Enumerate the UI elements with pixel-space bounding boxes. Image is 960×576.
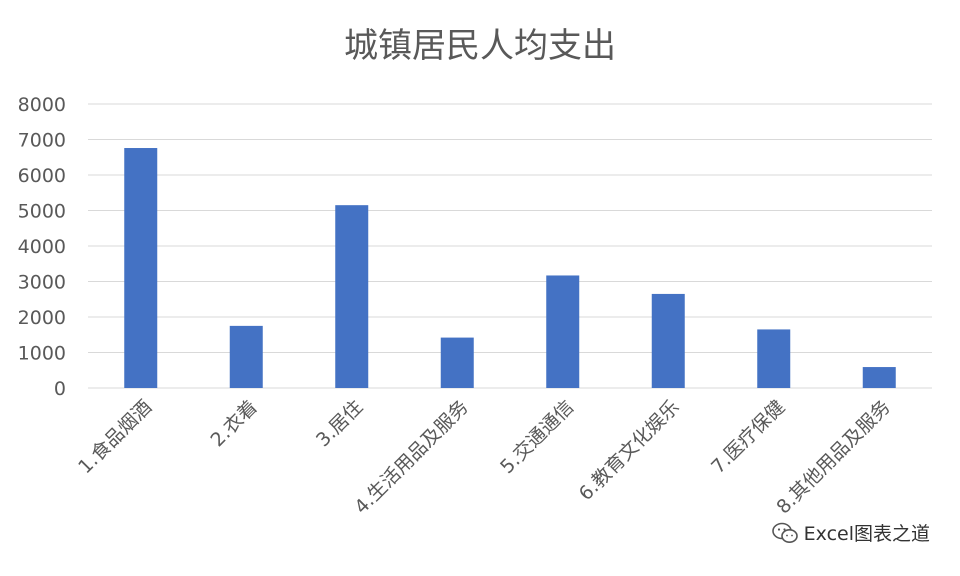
x-category-label: 2.衣着 <box>207 396 262 451</box>
x-category-label: 1.食品烟酒 <box>74 396 156 478</box>
bar <box>862 367 896 388</box>
bar <box>124 148 158 388</box>
y-tick-label: 5000 <box>18 201 66 223</box>
bar <box>440 337 474 388</box>
bars <box>124 148 896 388</box>
y-tick-label: 7000 <box>18 130 66 152</box>
y-axis-ticks: 0 1000 2000 3000 4000 5000 6000 7000 8000 <box>18 94 66 400</box>
bar <box>651 293 685 388</box>
y-tick-label: 2000 <box>18 307 66 329</box>
bar <box>546 275 580 388</box>
y-tick-label: 0 <box>54 378 66 400</box>
gridlines <box>88 103 932 389</box>
x-category-label: 3.居住 <box>312 396 367 451</box>
y-tick-label: 3000 <box>18 272 66 294</box>
x-category-label: 7.医疗保健 <box>707 396 789 478</box>
x-category-label: 6.教育文化娱乐 <box>575 396 684 505</box>
watermark-text: Excel图表之道 <box>803 523 930 545</box>
y-tick-label: 4000 <box>18 236 66 258</box>
x-category-label: 5.交通通信 <box>496 396 578 478</box>
bar <box>229 325 263 388</box>
y-tick-label: 6000 <box>18 165 66 187</box>
y-tick-label: 1000 <box>18 343 66 365</box>
x-category-label: 8.其他用品及服务 <box>772 396 894 518</box>
x-category-label: 4.生活用品及服务 <box>350 396 472 518</box>
wechat-icon <box>771 522 798 543</box>
watermark: Excel图表之道 <box>771 519 930 546</box>
bar <box>335 205 369 388</box>
chart-title: 城镇居民人均支出 <box>344 26 616 66</box>
y-tick-label: 8000 <box>18 94 66 116</box>
bar <box>757 329 791 388</box>
